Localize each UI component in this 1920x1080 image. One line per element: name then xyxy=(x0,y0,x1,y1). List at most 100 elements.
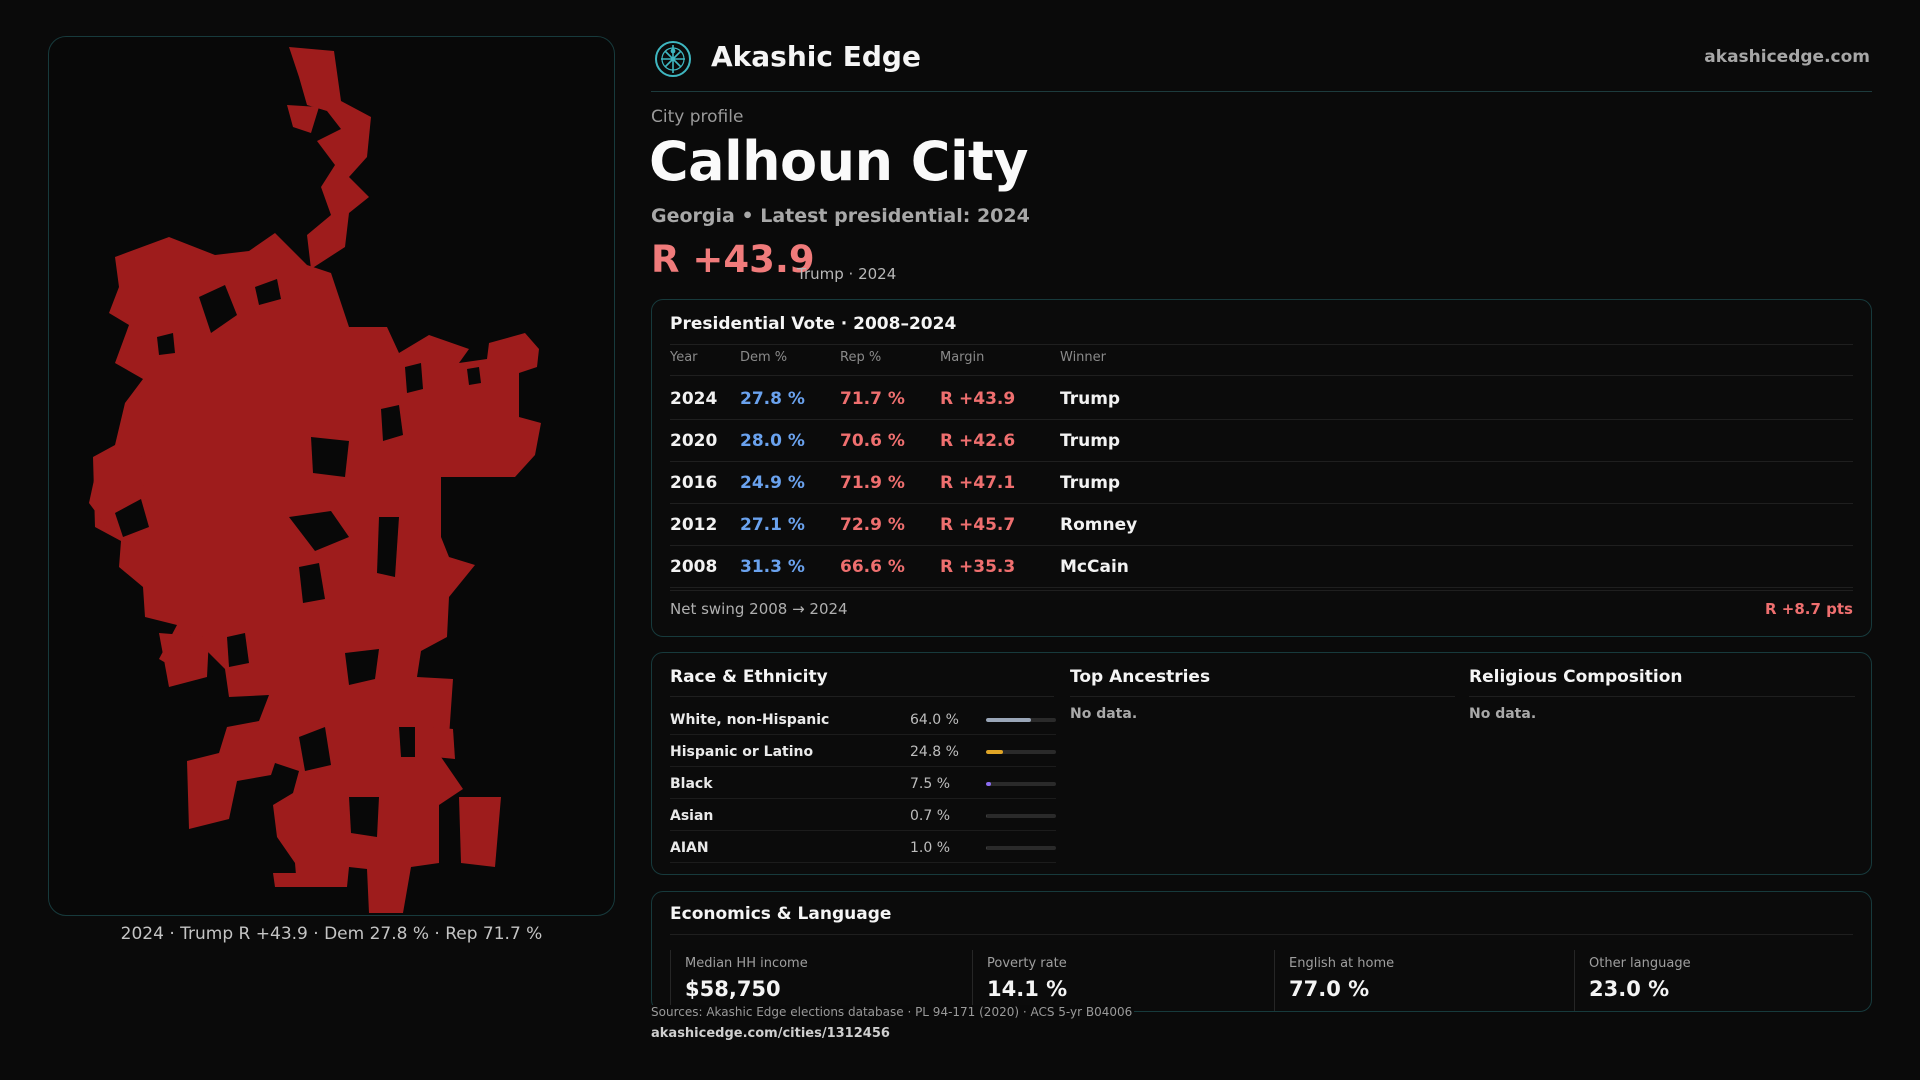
divider xyxy=(670,934,1853,935)
race-bar-fill xyxy=(986,846,987,850)
race-bar-track xyxy=(986,814,1056,818)
stat-other-language: Other language 23.0 % xyxy=(1574,950,1864,1011)
race-row: Black 7.5 % xyxy=(670,767,1056,799)
cell-winner: McCain xyxy=(1060,557,1129,577)
cell-margin: R +45.7 xyxy=(940,515,1016,535)
race-pct: 0.7 % xyxy=(910,808,951,824)
cell-year: 2020 xyxy=(670,431,718,451)
cell-winner: Trump xyxy=(1060,389,1121,409)
cell-rep: 71.9 % xyxy=(840,473,905,493)
ancestries-empty: No data. xyxy=(1070,706,1138,722)
site-header: Akashic Edge akashicedge.com xyxy=(651,36,1872,92)
city-boundary-shape xyxy=(89,47,541,913)
race-label: Black xyxy=(670,776,713,792)
race-row: Hispanic or Latino 24.8 % xyxy=(670,735,1056,767)
race-bar-track xyxy=(986,846,1056,850)
race-pct: 64.0 % xyxy=(910,712,959,728)
economics-language-card: Economics & Language Median HH income $5… xyxy=(651,891,1872,1012)
cell-dem: 27.8 % xyxy=(740,389,805,409)
col-header-dem: Dem % xyxy=(740,350,788,365)
cell-rep: 72.9 % xyxy=(840,515,905,535)
religious-composition-section: Religious Composition No data. xyxy=(1469,667,1855,722)
sources-note: Sources: Akashic Edge elections database… xyxy=(651,1005,1135,1019)
cell-rep: 70.6 % xyxy=(840,431,905,451)
stat-poverty-rate: Poverty rate 14.1 % xyxy=(972,950,1262,1011)
net-swing-value: R +8.7 pts xyxy=(1765,600,1853,618)
table-row: 2020 28.0 % 70.6 % R +42.6 Trump xyxy=(670,420,1853,462)
cell-margin: R +35.3 xyxy=(940,557,1016,577)
religion-title: Religious Composition xyxy=(1469,667,1855,697)
stat-label: Median HH income xyxy=(685,956,808,971)
vote-card-title: Presidential Vote · 2008–2024 xyxy=(670,314,957,334)
cell-year: 2012 xyxy=(670,515,718,535)
stat-value: 14.1 % xyxy=(987,977,1068,1001)
race-label: AIAN xyxy=(670,840,709,856)
cell-year: 2016 xyxy=(670,473,718,493)
demographics-card: Race & Ethnicity White, non-Hispanic 64.… xyxy=(651,652,1872,875)
race-row: White, non-Hispanic 64.0 % xyxy=(670,703,1056,735)
table-row: 2012 27.1 % 72.9 % R +45.7 Romney xyxy=(670,504,1853,546)
col-header-margin: Margin xyxy=(940,350,985,365)
stat-label: Poverty rate xyxy=(987,956,1067,971)
cell-year: 2024 xyxy=(670,389,718,409)
cell-margin: R +47.1 xyxy=(940,473,1016,493)
cell-rep: 66.6 % xyxy=(840,557,905,577)
stat-english-at-home: English at home 77.0 % xyxy=(1274,950,1564,1011)
brand-name[interactable]: Akashic Edge xyxy=(711,40,921,73)
col-header-year: Year xyxy=(670,350,698,365)
race-pct: 1.0 % xyxy=(910,840,951,856)
presidential-vote-card: Presidential Vote · 2008–2024 Year Dem %… xyxy=(651,299,1872,637)
net-swing-label: Net swing 2008 → 2024 xyxy=(670,600,848,618)
cell-dem: 24.9 % xyxy=(740,473,805,493)
stat-median-income: Median HH income $58,750 xyxy=(670,950,960,1011)
cell-year: 2008 xyxy=(670,557,718,577)
race-bar-fill xyxy=(986,718,1031,722)
stat-label: English at home xyxy=(1289,956,1395,971)
cell-margin: R +43.9 xyxy=(940,389,1016,409)
cell-dem: 28.0 % xyxy=(740,431,805,451)
latest-margin-note: Trump · 2024 xyxy=(797,265,897,283)
akashic-edge-logo-icon[interactable] xyxy=(653,39,693,79)
race-row: Asian 0.7 % xyxy=(670,799,1056,831)
race-bar-fill xyxy=(986,782,992,786)
race-label: Asian xyxy=(670,808,714,824)
col-header-rep: Rep % xyxy=(840,350,882,365)
table-row: 2024 27.8 % 71.7 % R +43.9 Trump xyxy=(670,378,1853,420)
page-url-link[interactable]: akashicedge.com/cities/1312456 xyxy=(651,1026,890,1041)
religion-empty: No data. xyxy=(1469,706,1537,722)
ancestries-title: Top Ancestries xyxy=(1070,667,1455,697)
divider xyxy=(670,344,1853,345)
cell-dem: 31.3 % xyxy=(740,557,805,577)
cell-winner: Trump xyxy=(1060,431,1121,451)
race-pct: 24.8 % xyxy=(910,744,959,760)
cell-winner: Romney xyxy=(1060,515,1138,535)
site-domain-link[interactable]: akashicedge.com xyxy=(1704,47,1870,67)
cell-rep: 71.7 % xyxy=(840,389,905,409)
race-label: White, non-Hispanic xyxy=(670,712,830,728)
economics-title: Economics & Language xyxy=(670,904,892,924)
page-title: Calhoun City xyxy=(649,130,1028,193)
stat-label: Other language xyxy=(1589,956,1691,971)
race-ethnicity-section: Race & Ethnicity White, non-Hispanic 64.… xyxy=(670,667,1056,863)
race-bar-track xyxy=(986,750,1056,754)
city-boundary-map xyxy=(48,36,615,916)
race-title: Race & Ethnicity xyxy=(670,667,1054,697)
table-row: 2016 24.9 % 71.9 % R +47.1 Trump xyxy=(670,462,1853,504)
page-kicker: City profile xyxy=(651,107,744,127)
map-caption: 2024 · Trump R +43.9 · Dem 27.8 % · Rep … xyxy=(120,924,543,944)
vote-table-header: Year Dem % Rep % Margin Winner xyxy=(670,350,1853,376)
state-subline: Georgia • Latest presidential: 2024 xyxy=(651,205,1030,227)
stat-value: 77.0 % xyxy=(1289,977,1370,1001)
net-swing-row: Net swing 2008 → 2024 R +8.7 pts xyxy=(670,590,1853,618)
race-list: White, non-Hispanic 64.0 % Hispanic or L… xyxy=(670,703,1056,863)
col-header-winner: Winner xyxy=(1060,350,1107,365)
cell-margin: R +42.6 xyxy=(940,431,1016,451)
race-pct: 7.5 % xyxy=(910,776,951,792)
race-bar-track xyxy=(986,782,1056,786)
stat-value: 23.0 % xyxy=(1589,977,1670,1001)
stat-value: $58,750 xyxy=(685,977,781,1001)
latest-margin: R +43.9 xyxy=(651,238,815,281)
race-label: Hispanic or Latino xyxy=(670,744,814,760)
top-ancestries-section: Top Ancestries No data. xyxy=(1070,667,1455,722)
race-bar-fill xyxy=(986,750,1004,754)
